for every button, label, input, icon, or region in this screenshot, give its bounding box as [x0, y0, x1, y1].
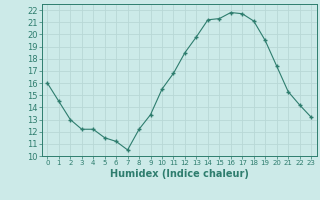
X-axis label: Humidex (Indice chaleur): Humidex (Indice chaleur): [110, 169, 249, 179]
